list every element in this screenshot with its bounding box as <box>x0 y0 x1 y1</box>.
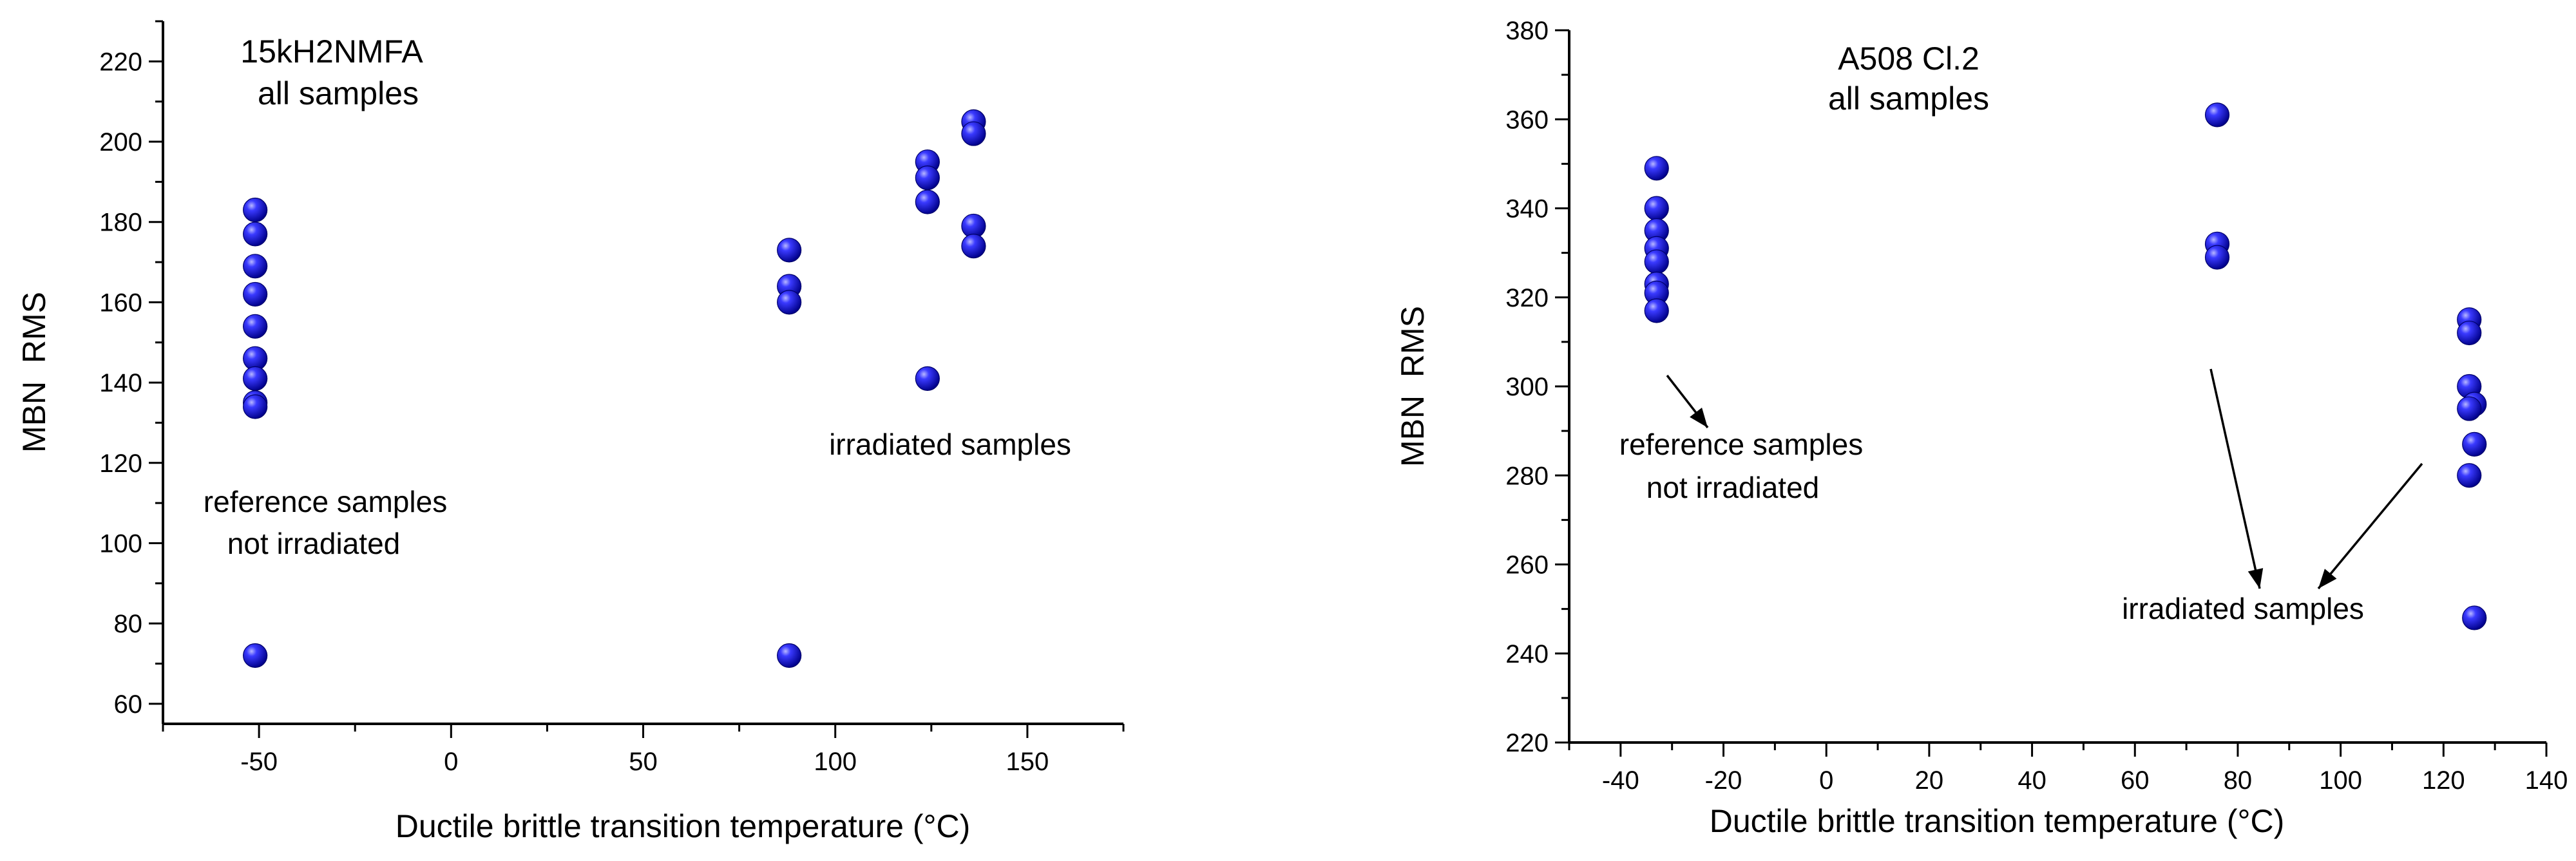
y-tick-label: 380 <box>1505 17 1549 45</box>
x-tick-label: 40 <box>2018 766 2046 795</box>
data-point <box>243 281 268 307</box>
chart-title-line: 15kH2NMFA <box>240 33 423 70</box>
y-tick-label: 220 <box>1505 729 1549 757</box>
y-tick-label: 200 <box>99 128 142 156</box>
y-tick-label: 60 <box>114 690 143 719</box>
data-point <box>2462 605 2487 630</box>
data-point <box>243 394 268 419</box>
data-point <box>915 166 940 191</box>
x-tick-label: 100 <box>814 748 857 776</box>
data-point <box>243 643 268 668</box>
data-point <box>243 254 268 279</box>
annotation-arrow <box>2317 462 2423 590</box>
y-tick-label: 320 <box>1505 284 1549 312</box>
y-tick-label: 360 <box>1505 106 1549 134</box>
x-axis-title: Ductile brittle transition temperature (… <box>1710 803 2285 839</box>
y-tick-label: 160 <box>99 289 142 317</box>
chart-panel-2: -40 -20 0 20 40 60 80 100 120 140 220 240 260 280 300 3… <box>1395 17 2568 839</box>
data-point <box>243 222 268 247</box>
data-point <box>1644 298 1669 323</box>
annotation-text: irradiated samples <box>829 428 1071 461</box>
chart-panel-1: -50 0 50 100 150 60 80 100 120 140 160 180 200 220 MBN… <box>16 20 1125 844</box>
annotation-text: irradiated samples <box>2122 592 2364 625</box>
x-axis-unit: (°C) <box>913 808 970 844</box>
chart-title-line: A508 Cl.2 <box>1838 41 1980 77</box>
data-point <box>777 643 802 668</box>
data-point <box>2457 463 2482 488</box>
annotation-text: not irradiated <box>1646 471 1820 504</box>
x-tick-label: -40 <box>1602 766 1639 795</box>
y-tick-label: 240 <box>1505 640 1549 668</box>
x-axis-title-text: Ductile brittle transition temperature <box>1710 803 2227 839</box>
x-tick-label: 80 <box>2224 766 2253 795</box>
x-axis-title-text: Ductile brittle transition temperature <box>396 808 913 844</box>
x-tick-label: 20 <box>1915 766 1944 795</box>
data-point <box>243 197 268 223</box>
data-point <box>961 234 986 259</box>
x-tick-label: -50 <box>240 748 278 776</box>
annotation-text: not irradiated <box>227 527 401 560</box>
arrow-head <box>1690 407 1708 428</box>
data-point <box>1644 249 1669 274</box>
annotation-arrow <box>2209 368 2261 589</box>
data-point <box>777 290 802 315</box>
data-point <box>243 366 268 391</box>
y-tick-label: 120 <box>99 449 142 478</box>
data-point <box>2462 431 2487 457</box>
y-tick-label: 220 <box>99 48 142 76</box>
x-tick-label: -20 <box>1705 766 1742 795</box>
data-point <box>777 238 802 263</box>
x-tick-label: 0 <box>1819 766 1833 795</box>
y-axis-title: MBN RMS <box>16 292 52 453</box>
y-tick-label: 140 <box>99 369 142 397</box>
annotation-text: reference samples <box>204 485 447 518</box>
arrow-head <box>2247 568 2264 589</box>
data-point <box>915 189 940 214</box>
data-point <box>915 366 940 391</box>
x-tick-label: 120 <box>2422 766 2465 795</box>
arrow-head <box>2318 569 2337 589</box>
data-point <box>2457 396 2482 421</box>
y-tick-label: 260 <box>1505 551 1549 580</box>
x-tick-label: 0 <box>444 748 458 776</box>
x-tick-label: 100 <box>2319 766 2362 795</box>
data-point <box>961 121 986 146</box>
x-axis-unit: (°C) <box>2227 803 2284 839</box>
chart-title-line: all samples <box>258 75 419 111</box>
data-point <box>2204 102 2230 128</box>
x-axis-title: Ductile brittle transition temperature (… <box>396 808 971 844</box>
y-tick-label: 280 <box>1505 462 1549 490</box>
y-tick-label: 300 <box>1505 373 1549 401</box>
annotation-text: reference samples <box>1619 428 1863 461</box>
y-tick-label: 180 <box>99 209 142 237</box>
y-tick-label: 340 <box>1505 195 1549 223</box>
x-tick-label: 60 <box>2121 766 2150 795</box>
data-point <box>1644 156 1669 181</box>
x-tick-label: 150 <box>1006 748 1049 776</box>
y-tick-label: 100 <box>99 529 142 558</box>
x-tick-label: 140 <box>2525 766 2568 795</box>
data-point <box>2204 245 2230 270</box>
data-point <box>1644 196 1669 221</box>
chart-title-line: all samples <box>1828 80 1989 117</box>
x-tick-label: 50 <box>629 748 658 776</box>
data-point <box>243 314 268 339</box>
data-point <box>2457 320 2482 346</box>
y-axis-title: MBN RMS <box>1395 306 1431 467</box>
y-tick-label: 80 <box>114 610 143 638</box>
